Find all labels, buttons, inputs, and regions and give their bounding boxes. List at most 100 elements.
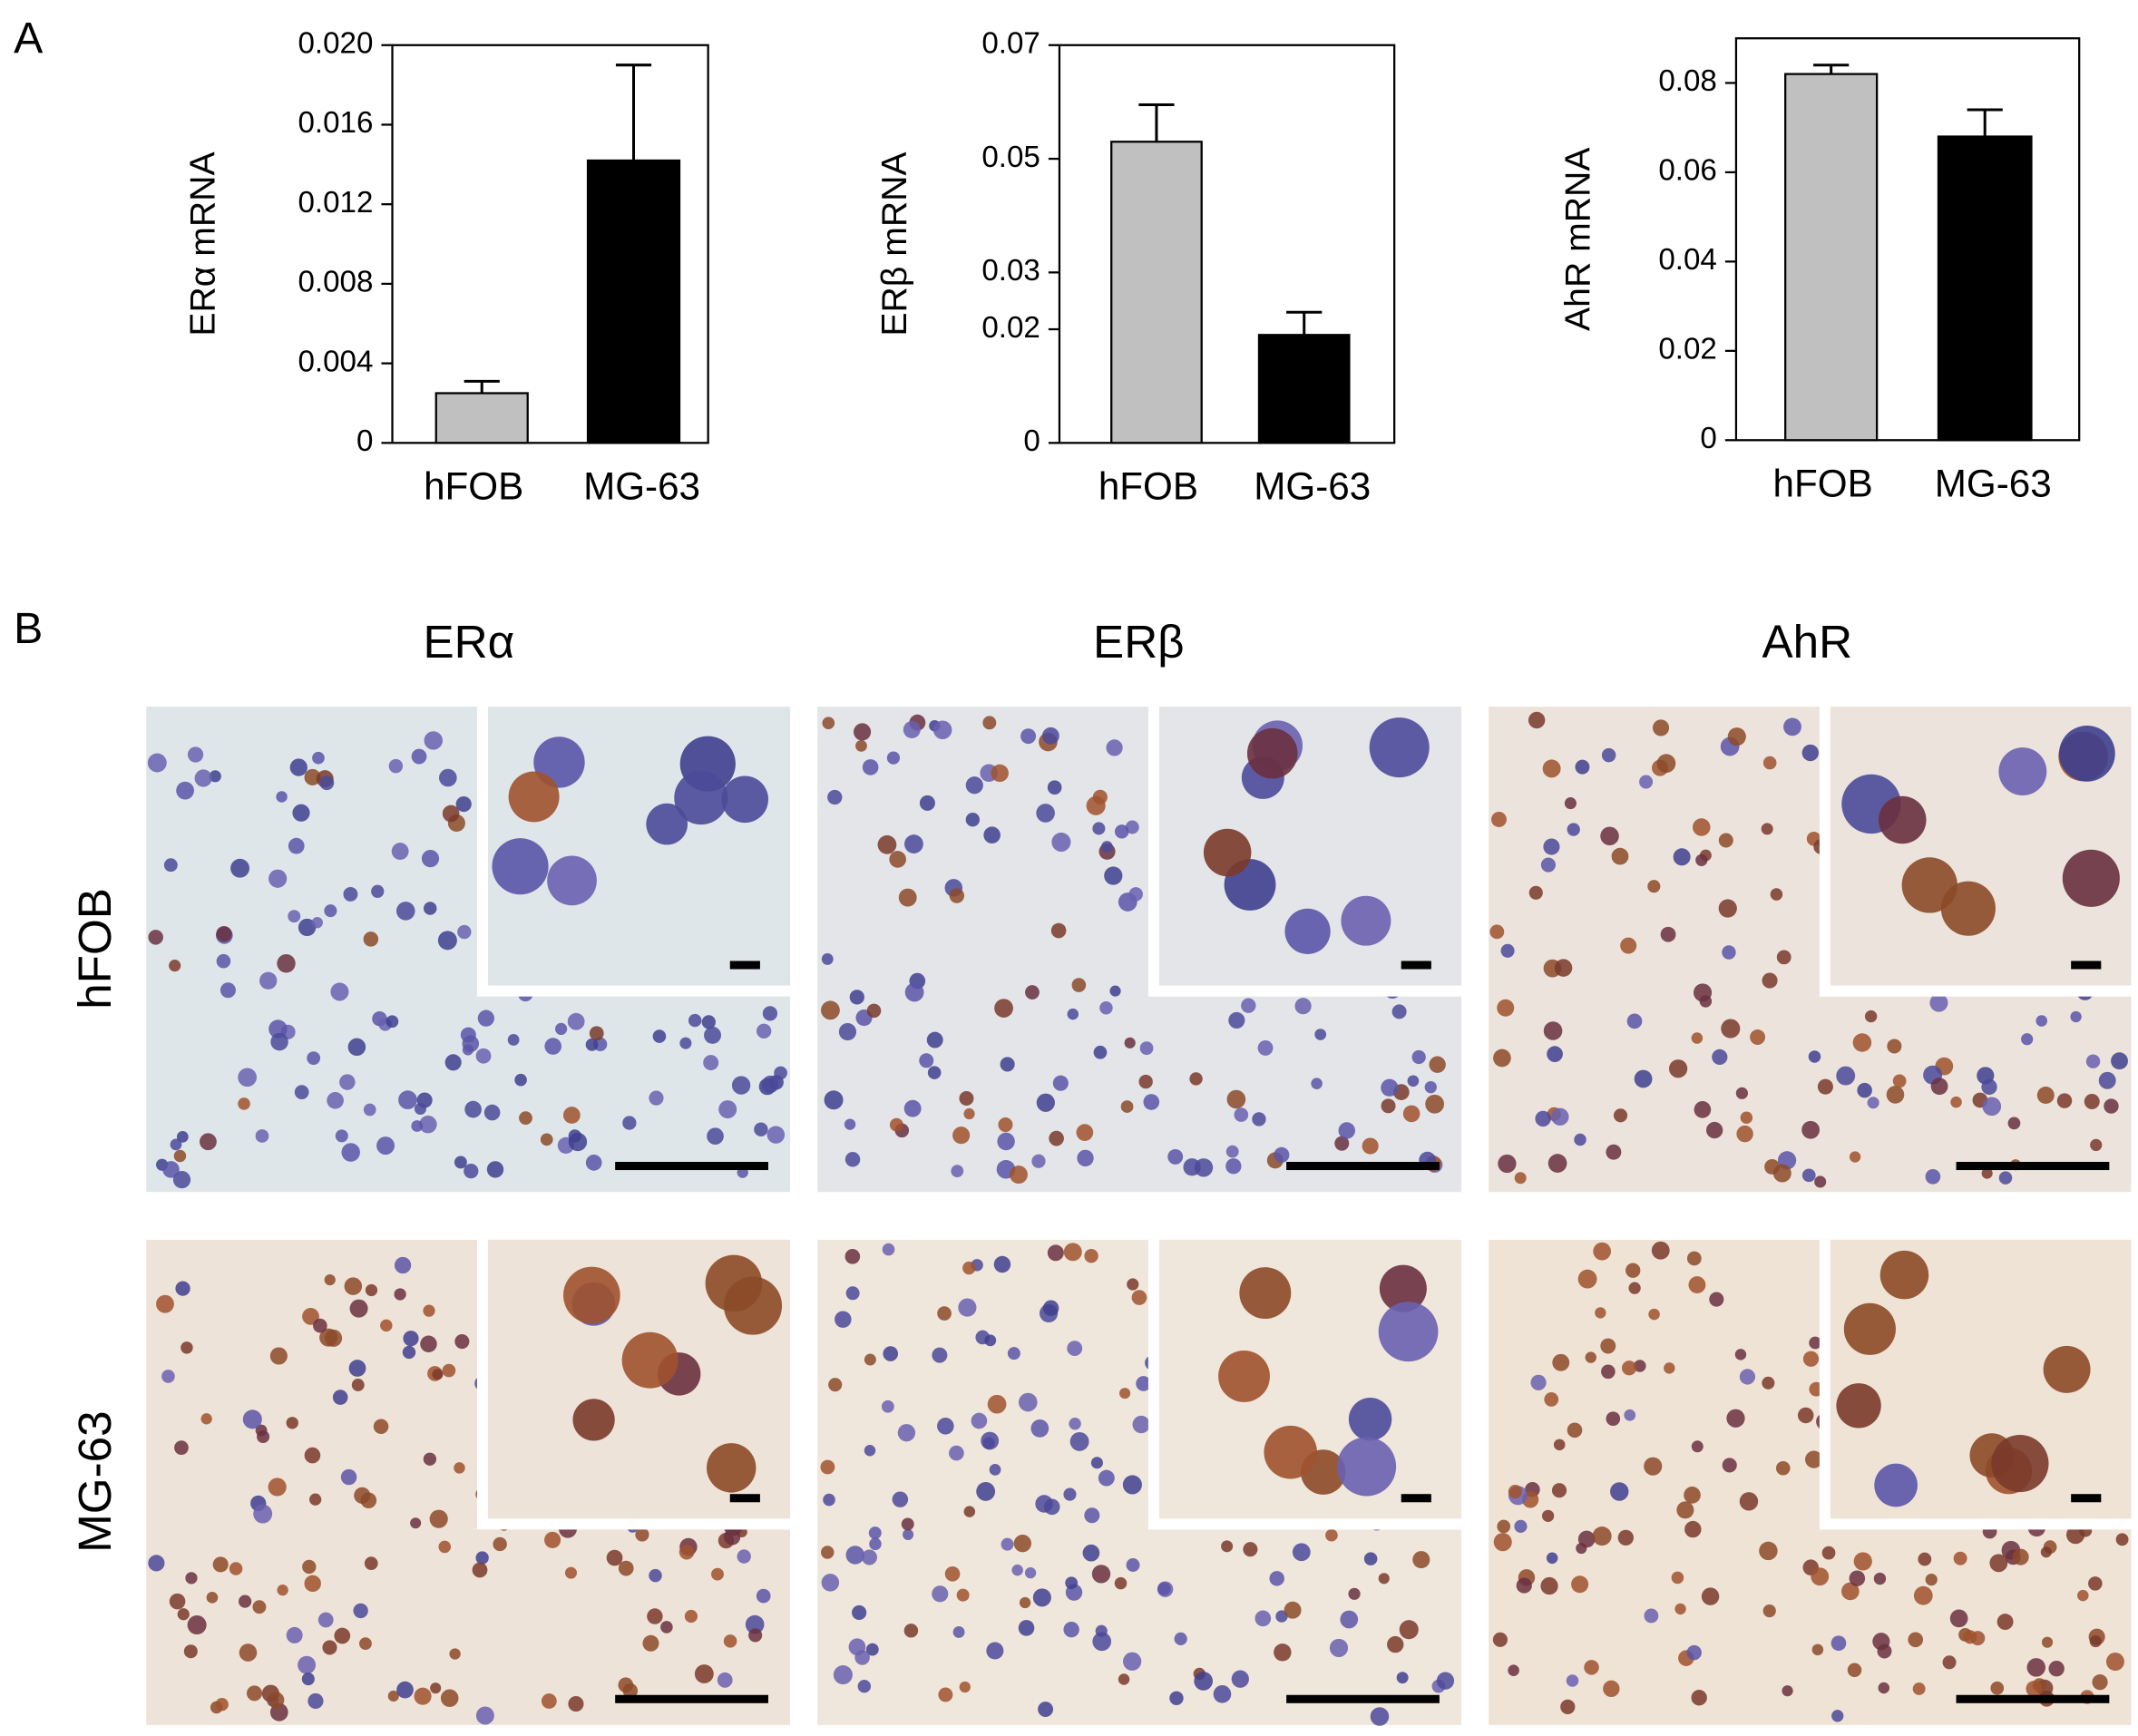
cell: [324, 1273, 336, 1286]
cell: [1125, 820, 1139, 834]
cell: [1617, 1529, 1634, 1546]
scale-bar: [1956, 1162, 2110, 1171]
cell: [464, 1164, 479, 1179]
cell: [1067, 1008, 1079, 1020]
cell: [1644, 1457, 1663, 1476]
cell: [1264, 1425, 1317, 1479]
cell: [424, 731, 443, 750]
cell: [1194, 1672, 1214, 1691]
cell: [2021, 1033, 2034, 1046]
cell: [1686, 1251, 1702, 1266]
cell: [2012, 1548, 2029, 1565]
cell: [541, 1693, 557, 1709]
cell: [1067, 1341, 1083, 1357]
cell: [1225, 1145, 1239, 1158]
cell: [1722, 945, 1736, 960]
cell: [1292, 1543, 1311, 1562]
cell: [238, 1068, 257, 1087]
cell: [1577, 1269, 1597, 1289]
cell: [649, 1568, 662, 1583]
cell: [646, 803, 688, 845]
bar: [1257, 334, 1351, 444]
cell: [1543, 838, 1560, 855]
cell: [1705, 1121, 1723, 1139]
cell: [994, 999, 1013, 1018]
cell: [718, 1100, 737, 1119]
cell: [1213, 1685, 1232, 1703]
cell: [302, 1308, 319, 1325]
cell: [460, 1027, 476, 1043]
cell: [2026, 1658, 2045, 1677]
cell: [1412, 1551, 1430, 1569]
cell: [442, 805, 460, 823]
cell: [1090, 1457, 1103, 1469]
cell: [1243, 1542, 1258, 1557]
y-tick-label: 0.04: [1658, 243, 1717, 277]
cell: [294, 1085, 309, 1100]
bar: [1784, 73, 1879, 442]
x-tick-label: MG-63: [1254, 465, 1371, 508]
cell: [951, 1165, 964, 1178]
cell: [1084, 1507, 1100, 1524]
cell: [1739, 1492, 1759, 1511]
cell: [1901, 857, 1957, 913]
y-tick-label: 0.02: [1658, 333, 1717, 366]
cell: [1852, 1033, 1872, 1052]
cell: [1691, 1032, 1704, 1044]
cell: [1274, 1643, 1292, 1662]
cell: [982, 716, 997, 730]
cell: [1942, 1655, 1957, 1670]
cell: [1551, 1483, 1567, 1498]
cell: [649, 1090, 664, 1106]
bar: [1937, 135, 2033, 442]
cell: [348, 1360, 366, 1377]
cell: [1740, 1111, 1753, 1125]
cell: [932, 1347, 948, 1363]
cell: [1836, 1066, 1856, 1086]
cell: [1585, 1351, 1596, 1363]
y-axis-label: ERβ mRNA: [875, 151, 914, 336]
cell: [1775, 1460, 1791, 1476]
cell: [956, 1588, 970, 1602]
cell: [277, 954, 296, 973]
cell: [844, 1152, 861, 1167]
cell: [169, 1593, 186, 1610]
cell: [1381, 1078, 1399, 1097]
cell: [1104, 866, 1123, 885]
cell: [864, 1353, 876, 1366]
cell: [230, 858, 250, 878]
cell: [1722, 1458, 1737, 1473]
cell: [1811, 1643, 1824, 1656]
cell: [376, 1136, 395, 1156]
cell: [1226, 1089, 1246, 1109]
cell: [1425, 1094, 1445, 1114]
cell: [1634, 1360, 1646, 1372]
cell: [1391, 1004, 1407, 1019]
cell: [1998, 1171, 2013, 1185]
cell: [704, 1026, 721, 1044]
cell: [1782, 1685, 1793, 1697]
cell: [1038, 1702, 1054, 1718]
scale-bar: [1286, 1694, 1440, 1703]
cell: [585, 1155, 602, 1171]
cell: [703, 1055, 719, 1071]
cell: [868, 1526, 882, 1540]
cell: [1514, 1519, 1528, 1533]
cell: [838, 1022, 857, 1041]
x-tick-label: MG-63: [583, 465, 700, 508]
cell: [1701, 1587, 1720, 1605]
cell: [1761, 823, 1773, 835]
cell: [1874, 1463, 1918, 1507]
cell: [449, 1648, 461, 1660]
cell: [568, 1129, 581, 1143]
cell: [1106, 739, 1123, 756]
cell: [660, 1621, 673, 1634]
cell: [1603, 1680, 1620, 1698]
cell: [944, 1565, 961, 1582]
cell: [1063, 1621, 1079, 1638]
cell: [187, 1614, 207, 1635]
cell: [1864, 1009, 1878, 1023]
cell: [1143, 1094, 1160, 1110]
cell: [554, 1022, 568, 1036]
cell: [1566, 1674, 1579, 1687]
